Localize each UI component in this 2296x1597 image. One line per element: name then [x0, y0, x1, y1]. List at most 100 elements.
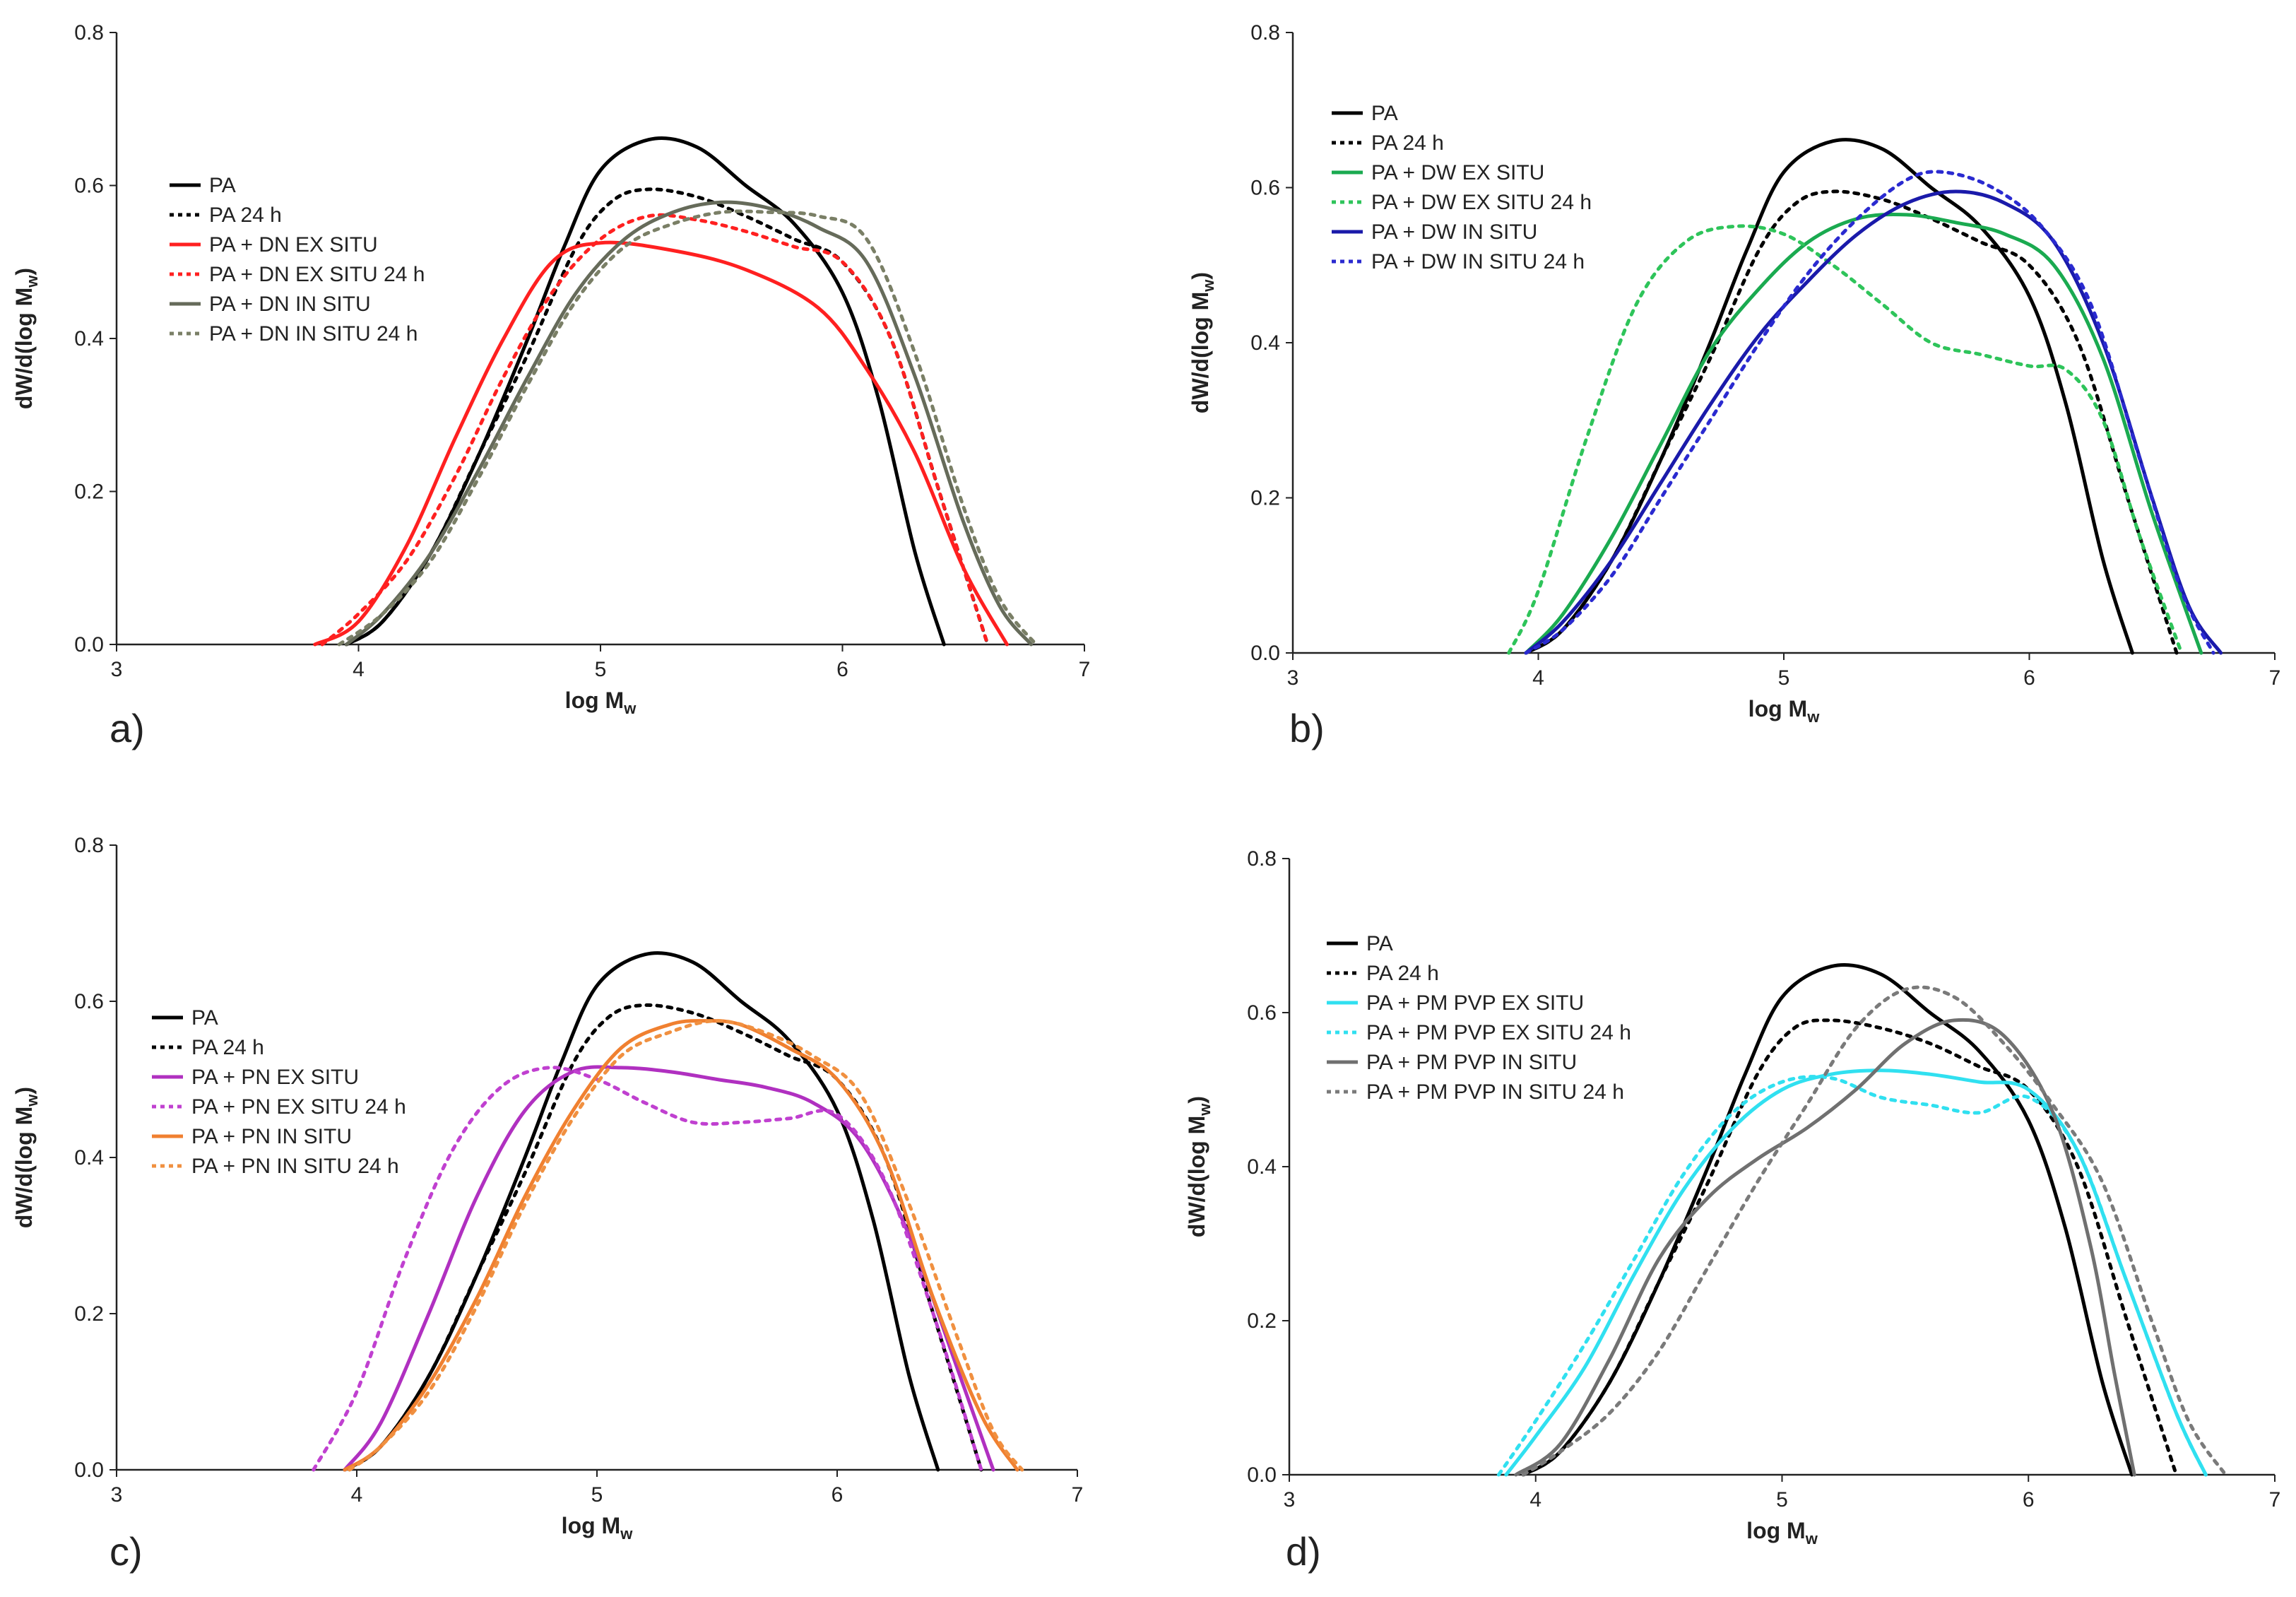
y-tick-label: 0.6 — [74, 175, 104, 198]
y-tick-label: 0.4 — [74, 1146, 104, 1169]
y-axis-label: dW/d(log Mw) — [11, 268, 41, 409]
legend-entry: PA + PM PVP EX SITU — [1366, 991, 1584, 1015]
y-tick-label: 0.4 — [1247, 1155, 1277, 1179]
x-tick-label: 6 — [2023, 666, 2035, 690]
legend-entry: PA + PN EX SITU — [191, 1066, 359, 1089]
x-tick-label: 3 — [1287, 666, 1299, 690]
series-line-pa-pn-ex-situ — [343, 1065, 995, 1472]
x-tick-label: 7 — [2269, 1488, 2281, 1511]
panel-label: a) — [110, 706, 145, 750]
panel-label: d) — [1286, 1529, 1321, 1574]
legend-entry: PA — [209, 174, 236, 197]
series-line-pa-pm-pvp-in-situ — [1514, 1018, 2136, 1477]
y-tick-label: 0.2 — [74, 481, 104, 504]
x-tick-label: 7 — [2269, 666, 2281, 690]
series-line-pa-pn-in-situ-24-h — [348, 1019, 1024, 1472]
legend-entry: PA — [191, 1006, 218, 1030]
y-tick-label: 0.8 — [1247, 847, 1277, 871]
series-line-pa-pn-ex-situ-24-h — [312, 1066, 983, 1472]
legend-entry: PA + DN EX SITU 24 h — [209, 263, 425, 286]
series-line-pa-pm-pvp-ex-situ-24-h — [1496, 1075, 2208, 1477]
x-tick-label: 5 — [595, 658, 607, 681]
series-line-pa-dw-in-situ — [1524, 189, 2223, 655]
x-axis-label: log Mw — [565, 688, 637, 717]
series-line-pa-dn-in-situ — [344, 200, 1034, 647]
y-tick-label: 0.2 — [1250, 487, 1280, 510]
x-axis-label: log Mw — [1746, 1518, 1818, 1548]
series-line-pa-24-h — [1524, 189, 2179, 655]
legend-entry: PA 24 h — [191, 1036, 264, 1059]
y-tick-label: 0.0 — [74, 633, 104, 656]
legend-entry: PA — [1371, 102, 1398, 125]
legend-entry: PA + DN EX SITU — [209, 233, 378, 257]
x-axis-label: log Mw — [1748, 696, 1821, 726]
x-tick-label: 5 — [1778, 666, 1790, 690]
legend-entry: PA 24 h — [209, 204, 282, 227]
legend-entry: PA + DN IN SITU 24 h — [209, 322, 418, 346]
legend-entry: PA + PM PVP IN SITU — [1366, 1051, 1577, 1074]
x-tick-label: 6 — [836, 658, 848, 681]
series-line-pa-24-h — [344, 187, 990, 647]
panel-b: 3 4 5 6 7 0.0 0.2 0.4 0.6 0.8 log Mw dW/d(log Mw) PA… — [1188, 21, 2280, 750]
x-tick-label: 7 — [1072, 1483, 1084, 1507]
y-tick-label: 0.6 — [1247, 1001, 1277, 1025]
x-tick-label: 6 — [2023, 1488, 2035, 1511]
x-tick-label: 6 — [832, 1483, 844, 1507]
y-axis-label: dW/d(log Mw) — [1184, 1096, 1214, 1237]
y-tick-label: 0.0 — [74, 1458, 104, 1482]
x-tick-label: 3 — [111, 658, 123, 681]
legend-entry: PA 24 h — [1366, 962, 1439, 985]
y-tick-label: 0.2 — [1247, 1309, 1277, 1333]
legend-entry: PA + DW IN SITU 24 h — [1371, 250, 1585, 273]
x-tick-label: 4 — [1529, 1488, 1541, 1511]
legend-entry: PA + DW EX SITU 24 h — [1371, 191, 1592, 214]
panel-label: b) — [1289, 706, 1325, 750]
y-tick-label: 0.0 — [1247, 1463, 1277, 1487]
panel-label: c) — [110, 1529, 143, 1574]
panel-a: 3 4 5 6 7 0.0 0.2 0.4 0.6 0.8 log Mw dW/d(log Mw) PA… — [11, 21, 1090, 750]
legend-entry: PA + DW IN SITU — [1371, 220, 1537, 244]
series-line-pa — [343, 951, 940, 1472]
y-axis-label: dW/d(log Mw) — [11, 1087, 41, 1228]
panel-d: 3 4 5 6 7 0.0 0.2 0.4 0.6 0.8 log Mw dW/d(log Mw) PA… — [1184, 847, 2280, 1574]
y-tick-label: 0.2 — [74, 1302, 104, 1326]
legend-entry: PA + PM PVP IN SITU 24 h — [1366, 1080, 1624, 1104]
series-line-pa-dw-in-situ-24-h — [1524, 170, 2215, 655]
x-tick-label: 4 — [351, 1483, 363, 1507]
series-line-pa — [1524, 138, 2134, 655]
legend-entry: PA + DN IN SITU — [209, 293, 371, 316]
y-tick-label: 0.4 — [74, 327, 104, 350]
y-tick-label: 0.8 — [74, 21, 104, 45]
series-line-pa — [344, 136, 946, 647]
legend-entry: PA + PN EX SITU 24 h — [191, 1095, 406, 1119]
series-line-pa-24-h — [1521, 1018, 2178, 1477]
y-axis-label: dW/d(log Mw) — [1188, 272, 1217, 413]
legend-entry: PA — [1366, 932, 1393, 955]
y-tick-label: 0.6 — [1250, 177, 1280, 200]
x-tick-label: 4 — [353, 658, 365, 681]
x-tick-label: 7 — [1079, 658, 1091, 681]
legend-entry: PA + PM PVP EX SITU 24 h — [1366, 1021, 1631, 1044]
x-tick-label: 4 — [1532, 666, 1544, 690]
series-line-pa-pn-in-situ — [343, 1019, 1019, 1472]
panel-c: 3 4 5 6 7 0.0 0.2 0.4 0.6 0.8 log Mw dW/d(log Mw) PA… — [11, 834, 1083, 1574]
y-tick-label: 0.8 — [74, 834, 104, 857]
x-tick-label: 3 — [1284, 1488, 1296, 1511]
legend-entry: PA + DW EX SITU — [1371, 161, 1544, 184]
legend-entry: PA 24 h — [1371, 131, 1444, 155]
series-line-pa-dn-in-situ-24-h — [337, 209, 1038, 647]
series-line-pa-dw-ex-situ-24-h — [1507, 224, 2184, 655]
x-axis-label: log Mw — [562, 1513, 634, 1543]
legend-entry: PA + PN IN SITU — [191, 1125, 352, 1148]
y-tick-label: 0.6 — [74, 990, 104, 1013]
series-line-pa-dn-ex-situ-24-h — [320, 213, 990, 647]
series-line-pa-pm-pvp-in-situ-24-h — [1521, 985, 2227, 1477]
y-tick-label: 0.8 — [1250, 21, 1280, 45]
series-line-pa-dw-ex-situ — [1524, 212, 2203, 655]
x-tick-label: 5 — [1776, 1488, 1788, 1511]
y-tick-label: 0.0 — [1250, 642, 1280, 665]
series-line-pa-dn-ex-situ — [313, 240, 1009, 647]
legend-entry: PA + PN IN SITU 24 h — [191, 1155, 399, 1178]
series-line-pa-24-h — [343, 1003, 983, 1472]
